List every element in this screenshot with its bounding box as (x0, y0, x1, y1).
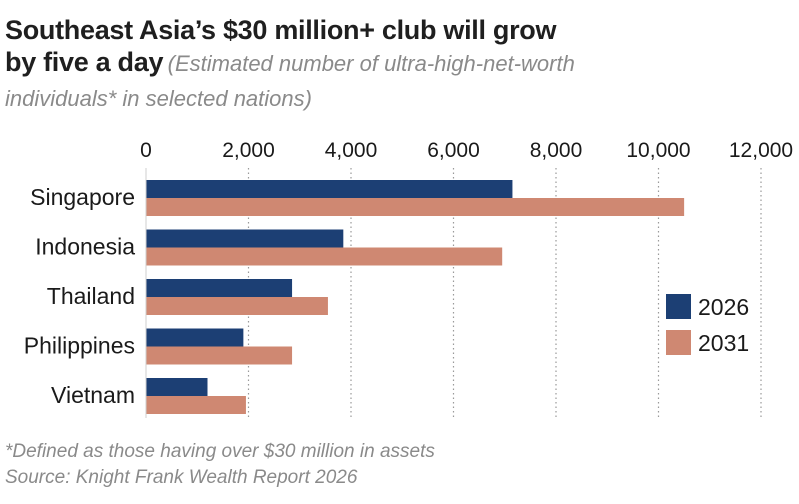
bar (146, 180, 513, 198)
category-label: Thailand (47, 283, 135, 309)
legend-label: 2026 (698, 294, 749, 320)
source-note: Source: Knight Frank Wealth Report 2026 (5, 467, 358, 488)
category-label: Vietnam (51, 382, 135, 408)
x-tick-label: 2,000 (222, 139, 275, 162)
bar (146, 396, 246, 414)
title-line-1: Southeast Asia’s $30 million+ club will … (5, 15, 557, 45)
footer: *Defined as those having over $30 millio… (5, 439, 435, 491)
legend-swatch (666, 294, 691, 319)
legend-swatch (666, 330, 691, 355)
footnote: *Defined as those having over $30 millio… (5, 441, 435, 462)
bar (146, 229, 344, 248)
x-tick-label: 0 (140, 139, 152, 162)
title-line-2: by five a day (5, 47, 164, 77)
legend-label: 2031 (698, 330, 749, 356)
x-tick-label: 8,000 (530, 139, 583, 162)
x-tick-label: 4,000 (325, 139, 378, 162)
bar (146, 198, 685, 216)
x-tick-label: 12,000 (729, 139, 793, 162)
bar (146, 328, 244, 347)
x-tick-label: 10,000 (626, 139, 690, 162)
bar (146, 279, 293, 297)
title-line-2-row: by five a day (Estimated number of ultra… (5, 46, 795, 83)
chart-title: Southeast Asia’s $30 million+ club will … (5, 14, 795, 46)
subtitle-part-2: individuals* in selected nations) (5, 86, 312, 111)
bar (146, 346, 293, 365)
category-label: Indonesia (35, 234, 135, 260)
subtitle-row: individuals* in selected nations) (5, 83, 795, 118)
bar (146, 247, 503, 266)
bar (146, 297, 328, 315)
bar (146, 378, 208, 396)
category-label: Singapore (30, 184, 135, 210)
subtitle-part-1: (Estimated number of ultra-high-net-wort… (167, 51, 575, 76)
title-block: Southeast Asia’s $30 million+ club will … (5, 14, 795, 118)
x-tick-label: 6,000 (427, 139, 480, 162)
category-label: Philippines (24, 333, 135, 359)
